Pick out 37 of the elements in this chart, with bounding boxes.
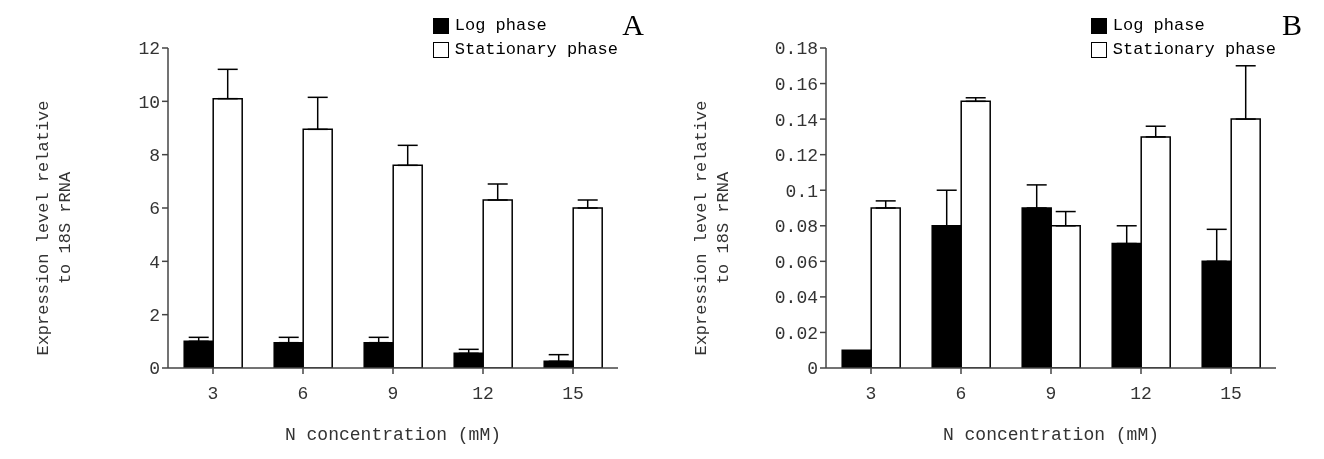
chart-title: A bbox=[622, 8, 644, 42]
y-tick-label: 6 bbox=[149, 199, 160, 220]
y-tick-label: 0.02 bbox=[774, 323, 818, 344]
y-axis-title: Expression level relative to 18S rRNA bbox=[691, 99, 734, 358]
y-tick-label: 0.06 bbox=[774, 252, 818, 273]
y-tick-label: 0 bbox=[149, 359, 160, 380]
y-tick-label: 12 bbox=[138, 39, 160, 60]
y-tick-label: 0.14 bbox=[774, 110, 818, 131]
y-tick-label: 0.12 bbox=[774, 146, 818, 167]
x-tick-label: 9 bbox=[387, 383, 399, 404]
y-tick-label: 0.1 bbox=[785, 181, 818, 202]
y-tick-label: 0.08 bbox=[774, 217, 818, 238]
y-tick-label: 4 bbox=[149, 252, 160, 273]
x-axis-title: N concentration (mM) bbox=[284, 425, 502, 445]
legend-label: Stationary phase bbox=[1112, 39, 1276, 61]
y-tick-label: 10 bbox=[138, 92, 160, 113]
x-tick-label: 12 bbox=[1130, 383, 1152, 404]
y-tick-label: 8 bbox=[149, 146, 160, 167]
legend-label: Log phase bbox=[1112, 15, 1205, 37]
legend-label: Log phase bbox=[454, 15, 547, 37]
x-tick-label: 15 bbox=[1220, 383, 1242, 404]
y-axis-title: Expression level relative to 18S rRNA bbox=[33, 99, 76, 358]
x-tick-label: 6 bbox=[955, 383, 967, 404]
x-tick-label: 9 bbox=[1045, 383, 1057, 404]
chart-title: B bbox=[1281, 8, 1302, 42]
y-tick-label: 0 bbox=[807, 359, 818, 380]
x-tick-label: 15 bbox=[562, 383, 584, 404]
y-tick-label: 0.04 bbox=[774, 288, 818, 309]
x-tick-label: 12 bbox=[472, 383, 494, 404]
legend-label: Stationary phase bbox=[454, 39, 618, 61]
x-axis-title: N concentration (mM) bbox=[942, 425, 1160, 445]
y-tick-label: 0.16 bbox=[774, 74, 818, 95]
x-tick-label: 3 bbox=[865, 383, 877, 404]
x-tick-label: 6 bbox=[297, 383, 309, 404]
y-tick-label: 2 bbox=[149, 306, 160, 327]
x-tick-label: 3 bbox=[207, 383, 219, 404]
y-tick-label: 0.18 bbox=[774, 39, 818, 60]
